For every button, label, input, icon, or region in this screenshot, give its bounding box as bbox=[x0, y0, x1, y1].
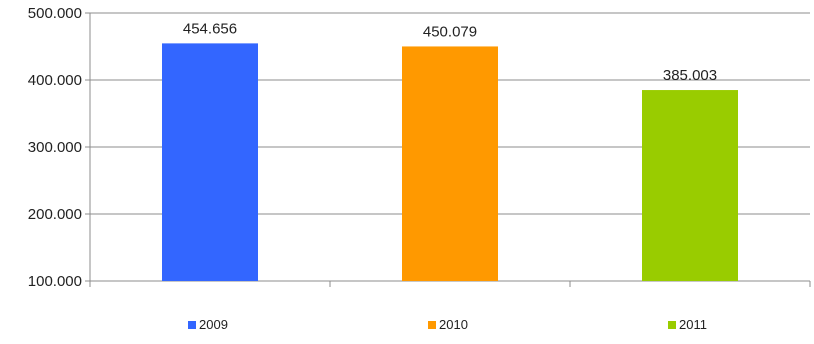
legend-swatch-2009 bbox=[188, 321, 196, 329]
legend-swatch-2011 bbox=[668, 321, 676, 329]
legend-label-2011: 2011 bbox=[679, 317, 707, 332]
y-tick-label: 200.000 bbox=[28, 206, 82, 223]
bars bbox=[162, 43, 738, 282]
data-label-2011: 385.003 bbox=[663, 67, 717, 84]
y-tick-label: 400.000 bbox=[28, 72, 82, 89]
bar-2011 bbox=[642, 90, 738, 281]
bar-2009 bbox=[162, 43, 258, 282]
bar-2010 bbox=[402, 46, 498, 282]
legend: 2009 2010 2011 bbox=[188, 317, 707, 332]
data-label-2010: 450.079 bbox=[423, 23, 477, 40]
y-tick-label: 300.000 bbox=[28, 139, 82, 156]
y-tick-label: 500.000 bbox=[28, 5, 82, 22]
legend-label-2010: 2010 bbox=[439, 317, 468, 332]
axes: 100.000 200.000 300.000 400.000 500.000 bbox=[28, 5, 811, 290]
y-tick-label: 100.000 bbox=[28, 273, 82, 290]
data-label-2009: 454.656 bbox=[183, 20, 237, 37]
legend-label-2009: 2009 bbox=[199, 317, 228, 332]
data-labels: 454.656 450.079 385.003 bbox=[183, 20, 717, 84]
legend-swatch-2010 bbox=[428, 321, 436, 329]
